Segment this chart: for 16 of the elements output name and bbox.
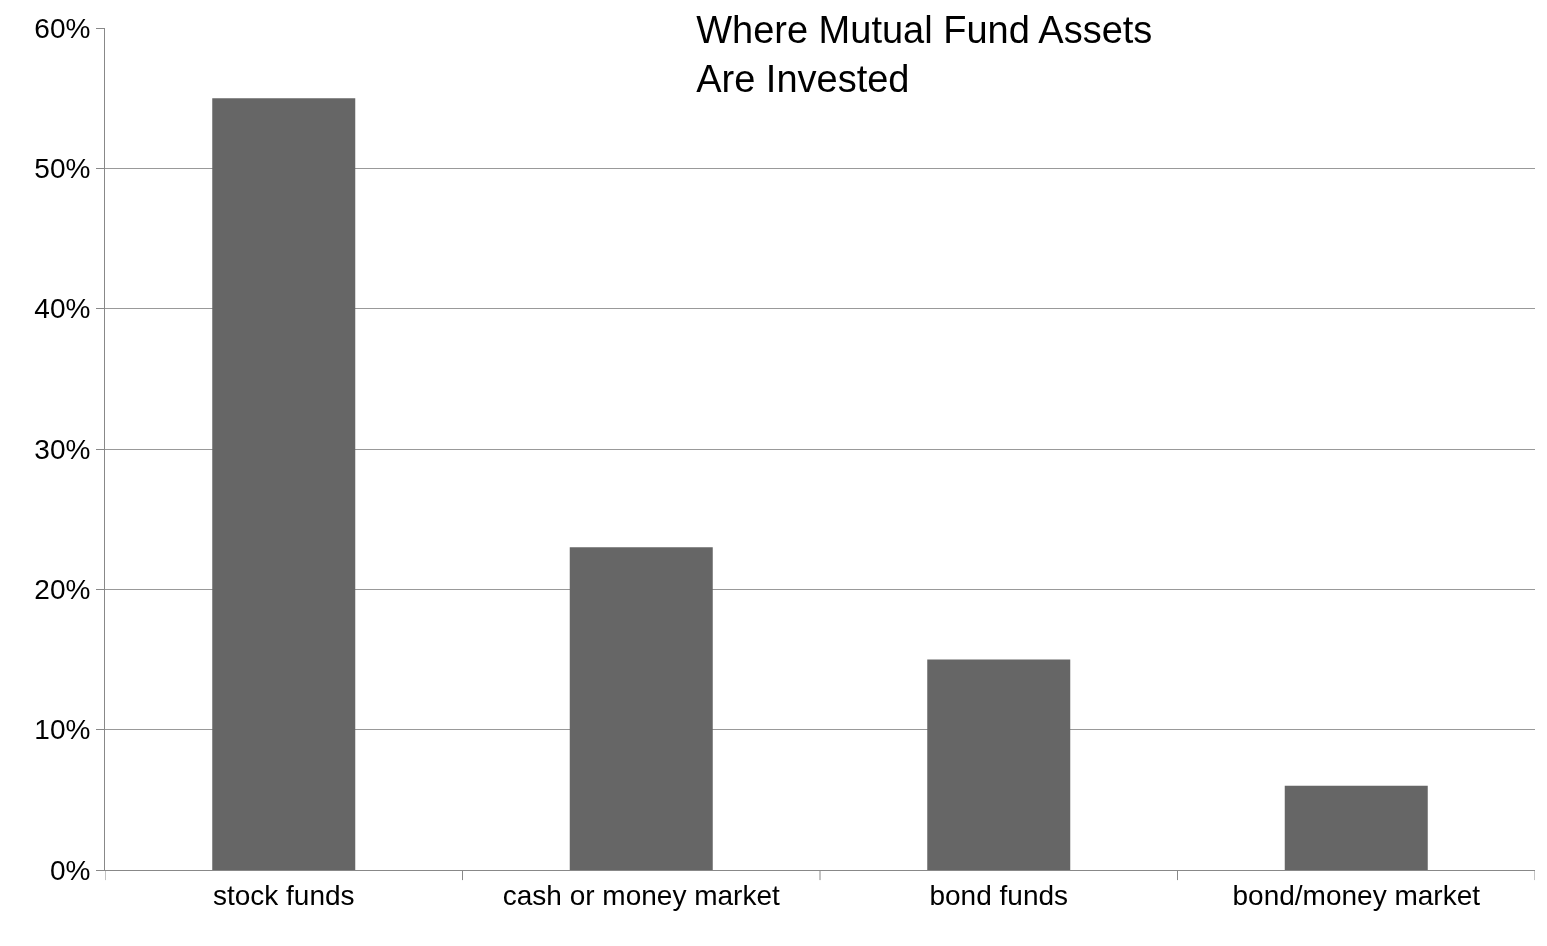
y-tick-label: 50%	[34, 153, 91, 185]
bar	[569, 547, 713, 870]
y-tick-label: 20%	[34, 574, 91, 606]
bar	[1284, 785, 1428, 870]
bar	[927, 659, 1071, 870]
x-tick-label: stock funds	[212, 879, 355, 911]
y-tick-label: 30%	[34, 433, 91, 465]
y-tick-label: 0%	[49, 854, 91, 886]
y-tick-label: 10%	[34, 714, 91, 746]
bar	[212, 98, 356, 870]
y-tick-label: 40%	[34, 293, 91, 325]
y-tick-label: 60%	[34, 12, 91, 44]
chart-title: Where Mutual Fund Assets Are Invested	[696, 8, 1153, 100]
x-tick-label: bond/money market	[1232, 879, 1481, 911]
x-tick-label: bond funds	[929, 879, 1069, 911]
x-tick-label: cash or money market	[502, 879, 780, 911]
